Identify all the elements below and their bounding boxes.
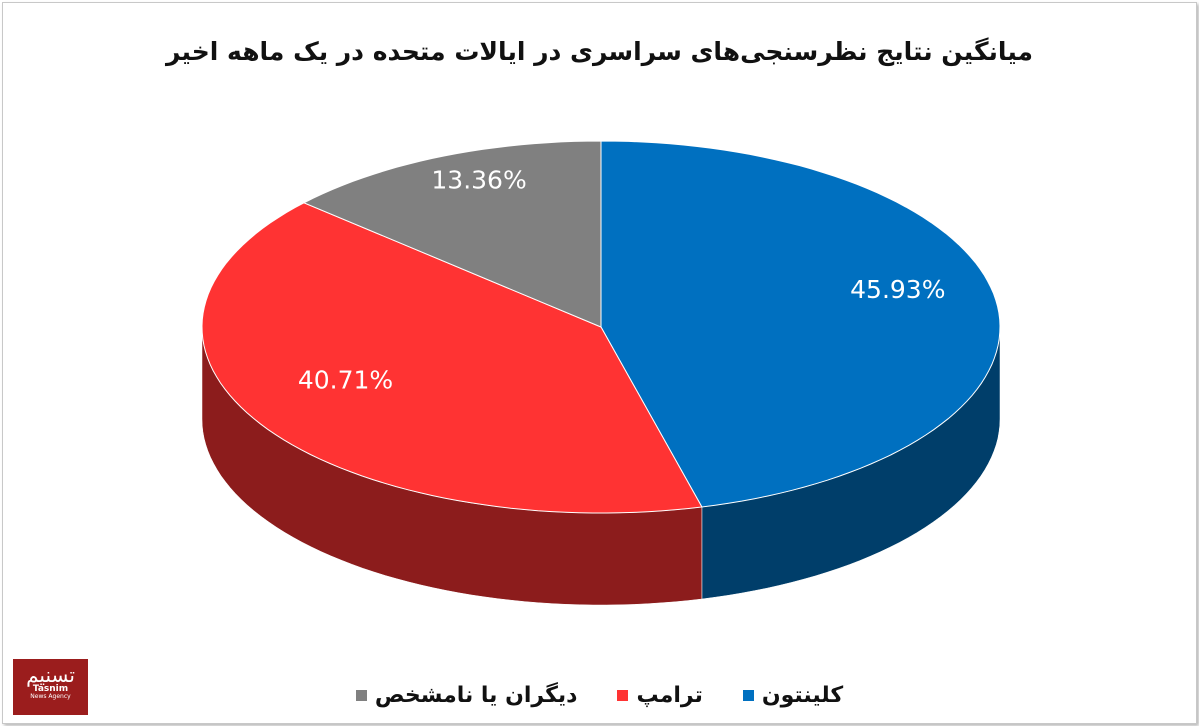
data-label: 40.71% bbox=[298, 366, 393, 395]
logo-tagline: News Agency bbox=[30, 693, 71, 700]
legend: کلینتون ترامپ دیگران یا نامشخص bbox=[3, 683, 1196, 708]
logo-text: تسنیم bbox=[26, 663, 75, 687]
chart: 45.93% 40.71% 13.36% bbox=[201, 140, 1001, 606]
legend-label: ترامپ bbox=[636, 683, 703, 708]
logo-name: Tasnim bbox=[32, 684, 69, 694]
pie-slice bbox=[201, 202, 703, 514]
pie-slice bbox=[600, 140, 1001, 508]
legend-label: دیگران یا نامشخص bbox=[374, 683, 578, 708]
legend-item: کلینتون bbox=[742, 683, 844, 708]
legend-item: ترامپ bbox=[617, 683, 703, 708]
data-label: 45.93% bbox=[850, 275, 945, 304]
pie-slice bbox=[302, 140, 602, 328]
legend-item: دیگران یا نامشخص bbox=[355, 683, 578, 708]
chart-title: میانگین نتایج نظرسنجی‌های سراسری در ایال… bbox=[165, 37, 1034, 66]
data-label: 13.36% bbox=[431, 166, 526, 195]
logo: تسنیم Tasnim News Agency bbox=[13, 659, 88, 715]
legend-swatch bbox=[355, 690, 367, 701]
legend-label: کلینتون bbox=[761, 683, 844, 708]
legend-swatch bbox=[617, 690, 629, 701]
legend-swatch bbox=[742, 690, 754, 701]
